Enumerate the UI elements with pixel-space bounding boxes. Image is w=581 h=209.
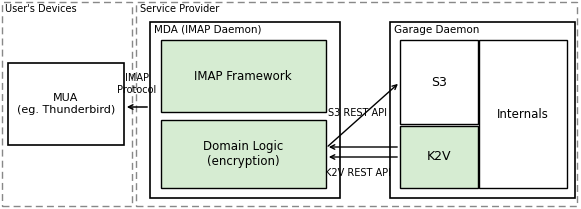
Text: IMAP
Protocol: IMAP Protocol [117,73,157,95]
Text: Garage Daemon: Garage Daemon [394,25,479,35]
Bar [161,40,326,112]
Text: User's Devices: User's Devices [5,4,77,14]
Bar [8,63,124,145]
Text: Service Provider: Service Provider [140,4,219,14]
Text: Domain Logic
(encryption): Domain Logic (encryption) [203,140,283,168]
Bar [390,22,575,198]
Text: MDA (IMAP Daemon): MDA (IMAP Daemon) [154,25,261,35]
Bar [2,2,132,206]
Text: S3 REST API: S3 REST API [328,108,388,118]
Text: S3: S3 [431,75,447,88]
Bar [400,40,478,124]
Text: Internals: Internals [497,107,549,121]
Bar [150,22,340,198]
Bar [161,120,326,188]
Text: K2V REST API: K2V REST API [325,168,391,178]
Bar [479,40,567,188]
Bar [136,2,577,206]
Bar [400,126,478,188]
Text: K2V: K2V [427,150,451,163]
Text: MUA
(eg. Thunderbird): MUA (eg. Thunderbird) [17,93,115,115]
Text: IMAP Framework: IMAP Framework [194,70,292,83]
